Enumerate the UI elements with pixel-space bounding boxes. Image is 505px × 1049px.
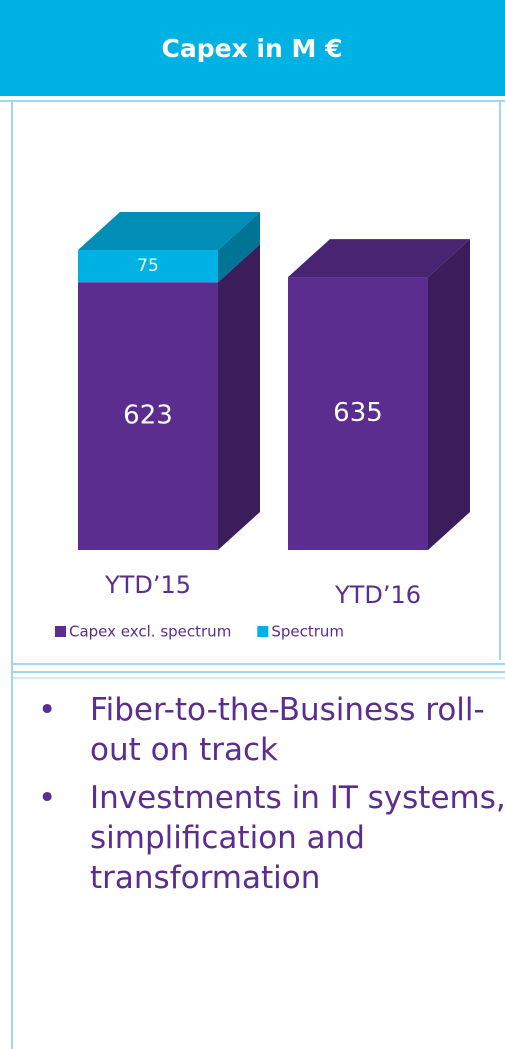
bar-front <box>288 277 428 550</box>
bar-top <box>288 239 470 278</box>
bar-side <box>218 212 260 283</box>
data-label: 635 <box>333 398 383 428</box>
x-tick-label: YTD’15 <box>104 571 191 599</box>
legend-label: Capex excl. spectrum <box>69 623 231 641</box>
chart-title: Capex in M € <box>162 34 343 63</box>
data-label: 75 <box>137 256 159 276</box>
bar-side <box>428 239 470 550</box>
bar-front <box>78 282 218 550</box>
bar-side <box>218 244 260 550</box>
x-tick-label: YTD’16 <box>334 581 421 609</box>
bar-top <box>78 212 260 250</box>
bullet-list: Fiber-to-the-Business roll-out on trackI… <box>38 690 505 906</box>
bullet-item: Investments in IT systems, simplificatio… <box>38 778 505 898</box>
bar-front <box>78 250 218 283</box>
legend-swatch <box>257 626 269 637</box>
header-band <box>0 0 505 96</box>
bullet-item: Fiber-to-the-Business roll-out on track <box>38 690 505 770</box>
legend-label: Spectrum <box>271 623 344 641</box>
data-label: 623 <box>123 401 173 431</box>
legend-swatch <box>55 626 66 637</box>
